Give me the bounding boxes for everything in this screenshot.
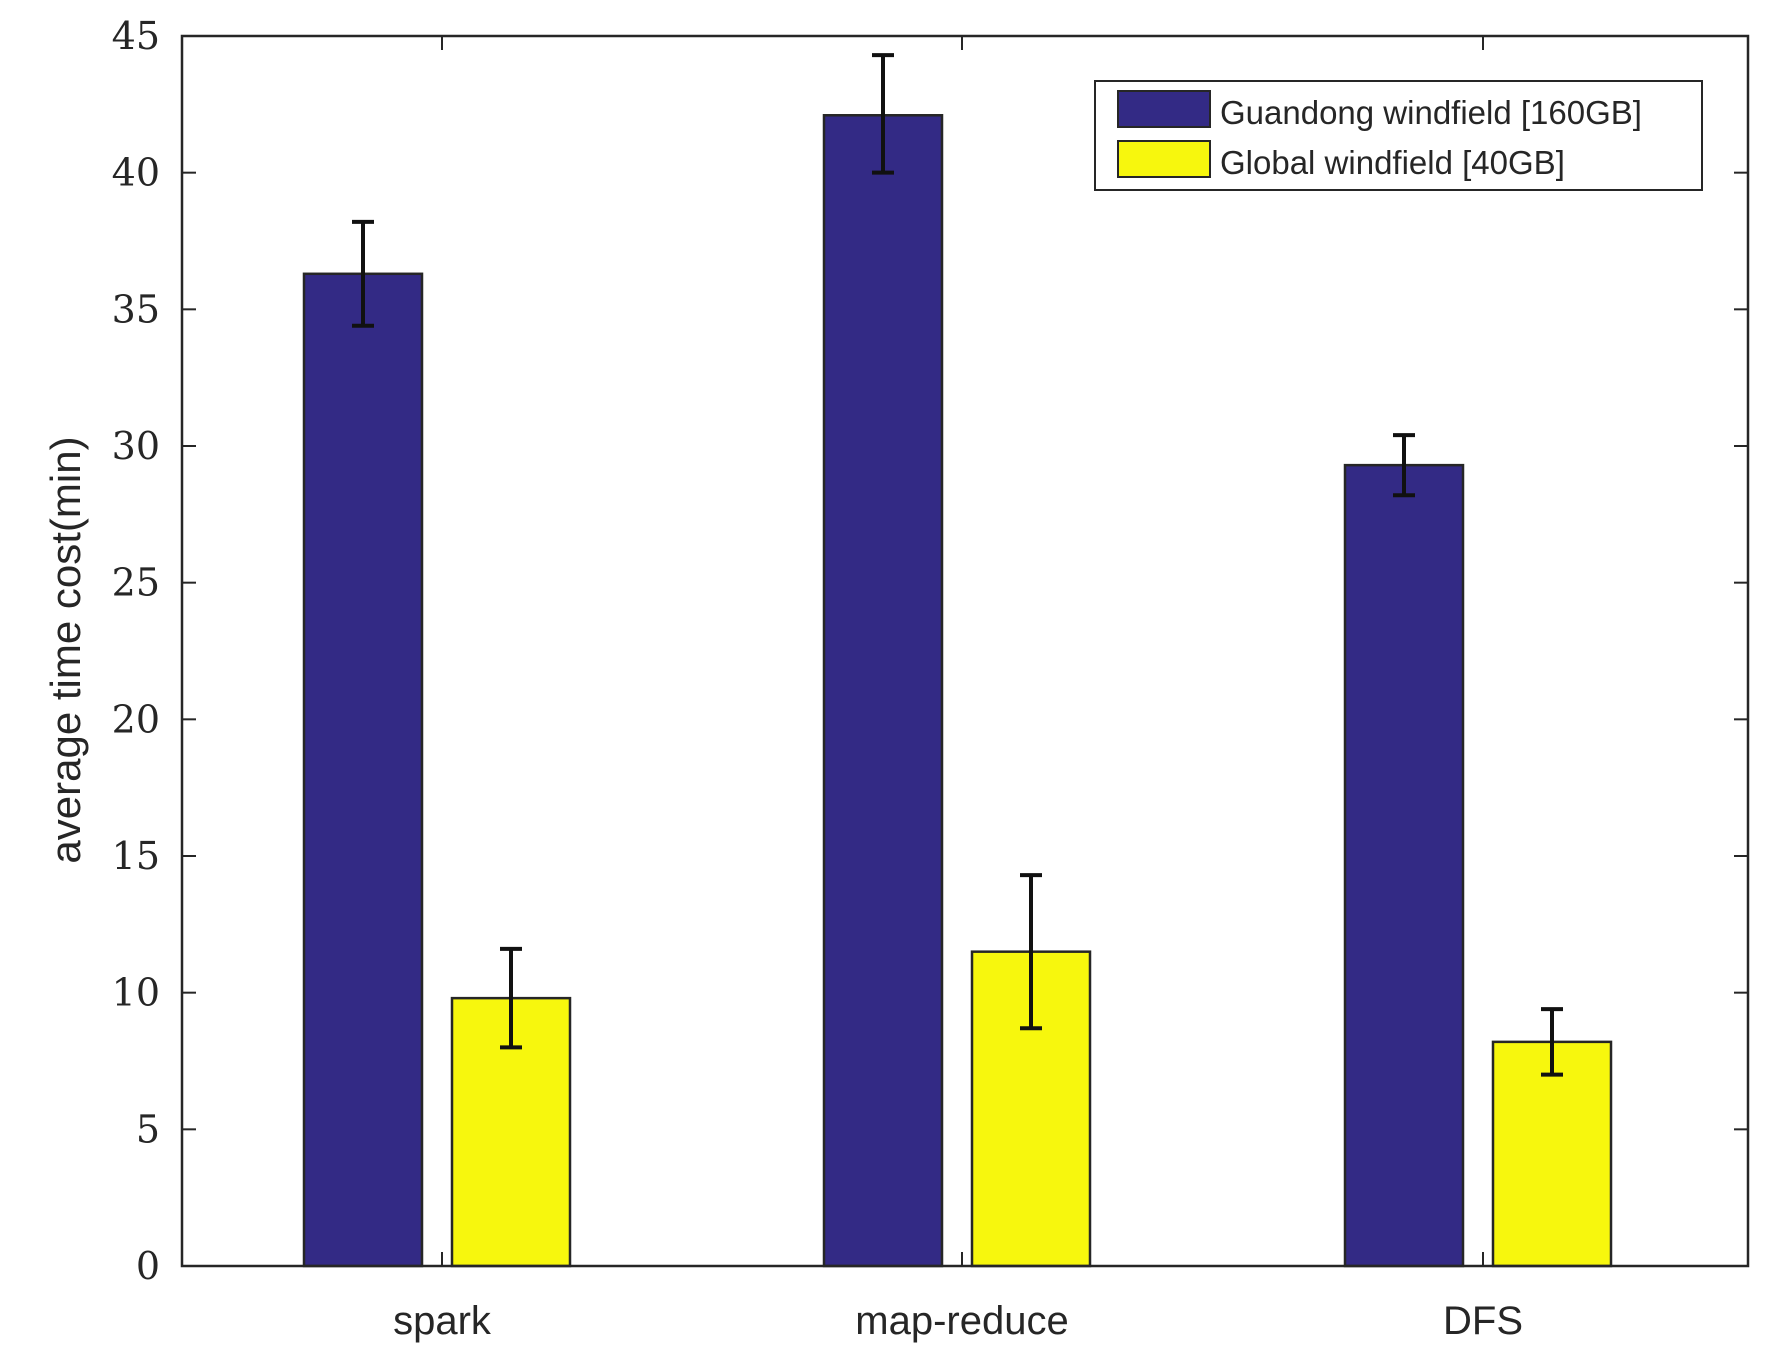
legend-label-guandong: Guandong windfield [160GB] — [1220, 94, 1642, 131]
y-tick-label: 45 — [112, 14, 160, 58]
plot-area — [302, 53, 1613, 1268]
legend-label-global: Global windfield [40GB] — [1220, 144, 1565, 181]
axes: 0 5 10 15 20 25 30 35 40 45 spark map-reduce DFS — [112, 14, 1750, 1343]
bar-guandong-map-reduce — [822, 114, 944, 1268]
bar-guandong-DFS — [1343, 463, 1465, 1268]
y-tick-label: 35 — [112, 287, 160, 331]
legend-swatch-guandong — [1117, 90, 1211, 128]
y-tick-label: 0 — [136, 1244, 160, 1288]
legend-swatch-global — [1117, 140, 1211, 178]
axes-box — [180, 34, 1750, 1268]
y-tick-label: 20 — [112, 697, 160, 741]
y-tick-label: 5 — [136, 1107, 160, 1151]
y-tick-label: 30 — [112, 424, 160, 468]
y-tick-label: 15 — [112, 834, 160, 878]
x-tick-label-DFS: DFS — [1443, 1299, 1523, 1343]
bar-guandong-spark — [302, 272, 424, 1268]
legend: Guandong windfield [160GB] Global windfi… — [1094, 80, 1703, 191]
x-tick-label-map-reduce: map-reduce — [855, 1299, 1068, 1343]
y-tick-label: 40 — [112, 151, 160, 195]
y-tick-label: 25 — [112, 561, 160, 605]
y-axis-title: average time cost(min) — [42, 436, 89, 863]
bar-global-DFS — [1491, 1040, 1613, 1268]
y-tick-label: 10 — [112, 971, 160, 1015]
x-tick-label-spark: spark — [393, 1299, 492, 1343]
